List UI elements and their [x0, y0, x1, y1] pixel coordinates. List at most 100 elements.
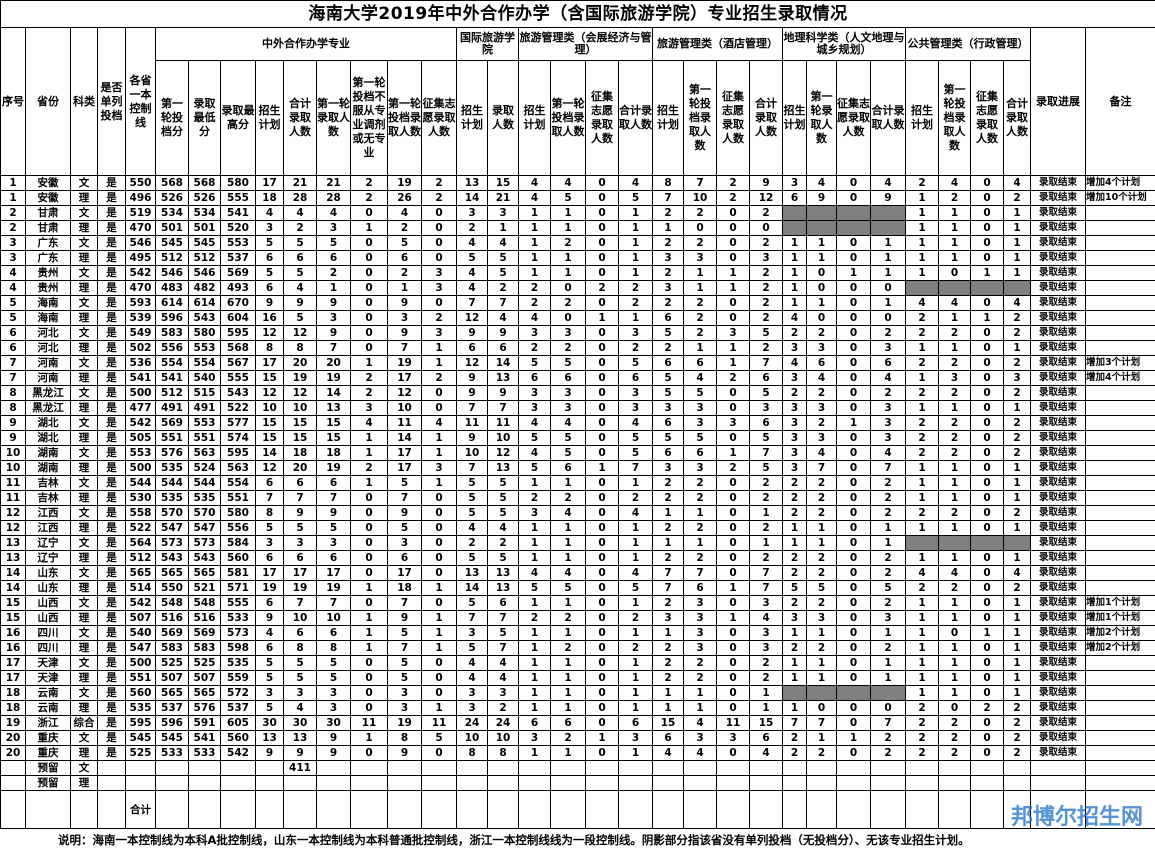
cell: 2: [652, 295, 684, 311]
cell: 山东: [25, 565, 71, 581]
cell: 1: [938, 235, 971, 251]
cell: 3: [870, 610, 906, 626]
cell: 3: [387, 310, 422, 326]
empty-cell: [1084, 310, 1155, 326]
cell: 2: [652, 490, 684, 506]
empty-cell: [1084, 325, 1155, 341]
cell: 544: [155, 475, 189, 491]
cell: 1: [518, 265, 551, 281]
cell: 文: [70, 730, 98, 746]
cell: 1: [870, 535, 906, 551]
empty-cell: [188, 775, 221, 791]
cell: 11: [716, 715, 750, 731]
cell: 理: [70, 520, 98, 536]
cell: 5: [683, 385, 717, 401]
cell: 2: [749, 655, 783, 671]
cell: 2: [749, 295, 783, 311]
cell: 是: [97, 730, 126, 746]
cell: 9: [870, 190, 906, 206]
empty-cell: [255, 760, 284, 776]
cell: 1: [1003, 220, 1031, 236]
cell: 1: [421, 640, 457, 656]
cell: 1: [938, 205, 971, 221]
data-row: 18 云南理是 535 537 576 537 5 4 3 0 3 1 3 2 1 1 0 1 1 1 0 1 1 0 0 0 2 0…: [0, 700, 1155, 716]
cell: 14: [456, 580, 488, 596]
cell: 2: [749, 340, 783, 356]
cell: 文: [70, 445, 98, 461]
cell: 0: [970, 505, 1004, 521]
cell: 录取结束: [1030, 355, 1086, 371]
cell: 4: [618, 415, 653, 431]
cell: 553: [125, 445, 156, 461]
cell: 5: [456, 505, 488, 521]
cell: 12: [749, 190, 783, 206]
cell: 0: [421, 250, 457, 266]
cell: 477: [125, 400, 156, 416]
cell: 4: [782, 355, 807, 371]
cell: 4: [456, 670, 488, 686]
cell: 505: [125, 430, 156, 446]
cell: 5: [487, 625, 519, 641]
cell: 录取结束: [1030, 745, 1086, 761]
cell: 493: [220, 280, 256, 296]
cell: 2: [782, 490, 807, 506]
cell: 0: [836, 535, 871, 551]
cell: 6: [806, 355, 837, 371]
cell: 13: [0, 550, 26, 566]
column-subheader: 录取最低分: [188, 60, 221, 176]
cell: 2: [618, 280, 653, 296]
cell: 555: [220, 190, 256, 206]
empty-cell: [316, 790, 351, 829]
data-row: 7 河南理是 541 541 540 555 15 19 19 2 17 2 9 13 6 6 0 6 5 4 2 6 3 4…: [0, 370, 1155, 386]
cell: 568: [220, 340, 256, 356]
cell: 0: [836, 385, 871, 401]
cell: 0: [970, 370, 1004, 386]
cell: 16: [0, 625, 26, 641]
column-subheader: 合计录取人数: [618, 60, 653, 176]
cell: 3: [782, 370, 807, 386]
cell: 5: [618, 355, 653, 371]
cell: 10: [316, 610, 351, 626]
cell: 录取结束: [1030, 595, 1086, 611]
cell: 21: [283, 175, 317, 191]
empty-cell: [683, 760, 717, 776]
cell: 吉林: [25, 490, 71, 506]
cell: 522: [220, 400, 256, 416]
cell: 1: [618, 475, 653, 491]
cell: 0: [836, 280, 871, 296]
cell: 录取结束: [1030, 475, 1086, 491]
cell: 1: [618, 310, 653, 326]
cell: 3: [652, 250, 684, 266]
cell: 1: [518, 700, 551, 716]
cell: 482: [188, 280, 221, 296]
cell: 0: [836, 655, 871, 671]
data-row: 13 辽宁理是 512 543 543 560 6 6 6 0 6 0 5 5 1 1 0 1 2 2 0 2 2 2 0 2 1 1…: [0, 550, 1155, 566]
cell: 0: [836, 370, 871, 386]
cell: 0: [585, 295, 619, 311]
empty-cell: [1084, 700, 1155, 716]
cell: 6: [550, 715, 586, 731]
cell: 541: [155, 370, 189, 386]
cell: 9: [387, 325, 422, 341]
cell: 0: [836, 640, 871, 656]
cell: 534: [188, 205, 221, 221]
cell: 4: [938, 175, 971, 191]
cell: 5: [806, 580, 837, 596]
cell: 6: [283, 250, 317, 266]
cell: 28: [283, 190, 317, 206]
cell: 1: [938, 595, 971, 611]
cell: 录取结束: [1030, 295, 1086, 311]
cell: 是: [97, 565, 126, 581]
empty-cell: [1084, 505, 1155, 521]
cell: 16: [0, 640, 26, 656]
cell: 5: [456, 250, 488, 266]
cell: 甘肃: [25, 205, 71, 221]
cell: 20: [316, 355, 351, 371]
column-subheader: 招生计划: [255, 60, 284, 176]
cell: 贵州: [25, 280, 71, 296]
column-subheader: 招生计划: [518, 60, 551, 176]
cell: 3: [316, 310, 351, 326]
cell: 1: [518, 625, 551, 641]
cell: 10: [0, 445, 26, 461]
cell: 是: [97, 460, 126, 476]
